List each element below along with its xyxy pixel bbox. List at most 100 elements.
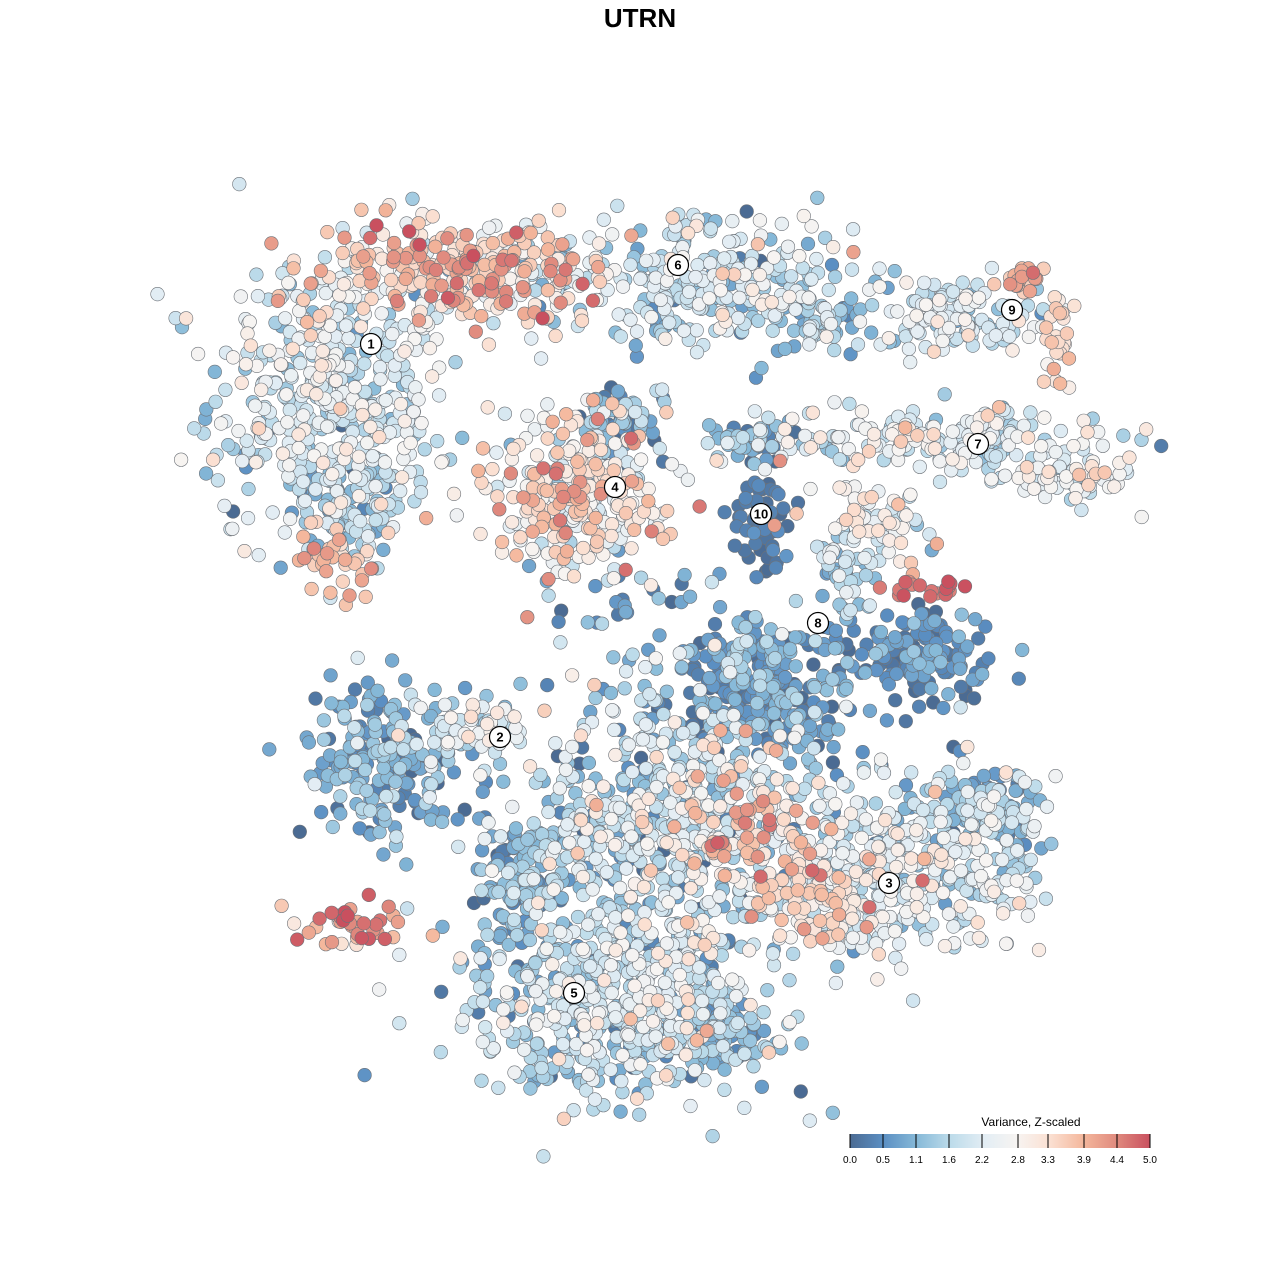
data-point xyxy=(929,536,945,552)
data-point xyxy=(575,869,591,885)
data-point xyxy=(836,776,851,791)
data-point xyxy=(713,1006,728,1021)
data-point xyxy=(638,717,653,732)
data-point xyxy=(559,544,575,559)
data-point xyxy=(475,994,491,1009)
data-point xyxy=(1005,343,1020,358)
data-point xyxy=(430,434,445,449)
data-point xyxy=(835,846,850,861)
data-point xyxy=(624,541,639,556)
data-point xyxy=(553,924,568,940)
data-point xyxy=(323,585,338,600)
data-point xyxy=(536,1149,551,1164)
data-point xyxy=(339,442,354,457)
data-point xyxy=(525,541,540,557)
data-point xyxy=(825,755,841,770)
data-point xyxy=(872,279,887,294)
data-point xyxy=(725,972,740,987)
data-point xyxy=(637,905,652,920)
data-point xyxy=(541,588,556,603)
data-point xyxy=(621,737,637,752)
data-point xyxy=(508,821,524,836)
data-point xyxy=(749,570,764,585)
data-point xyxy=(910,428,925,443)
data-point xyxy=(423,754,439,769)
data-point xyxy=(739,634,754,649)
data-point xyxy=(802,1113,817,1128)
data-point xyxy=(689,345,705,360)
data-point xyxy=(534,923,549,938)
data-point xyxy=(480,927,495,943)
data-point xyxy=(613,1104,628,1119)
data-point xyxy=(226,350,241,365)
data-point xyxy=(986,884,1002,899)
data-point xyxy=(315,344,330,359)
data-point xyxy=(360,435,375,451)
data-point xyxy=(389,829,404,844)
data-point xyxy=(1061,351,1077,366)
data-point xyxy=(484,863,500,878)
data-point xyxy=(1139,422,1154,437)
data-point xyxy=(605,396,620,411)
data-point xyxy=(914,606,929,621)
data-point xyxy=(750,695,765,711)
data-point xyxy=(621,1027,636,1043)
data-point xyxy=(649,749,664,765)
data-point xyxy=(787,730,802,745)
data-point xyxy=(1044,836,1059,852)
data-point xyxy=(565,739,580,755)
data-point xyxy=(766,706,782,721)
data-point xyxy=(971,631,986,646)
data-point xyxy=(570,846,585,861)
data-point xyxy=(695,993,710,1009)
data-point xyxy=(800,236,816,251)
data-point xyxy=(839,585,854,600)
data-point xyxy=(850,337,866,352)
data-point xyxy=(667,715,682,730)
data-point xyxy=(501,865,516,880)
data-point xyxy=(713,799,728,814)
data-point xyxy=(376,847,391,862)
data-point xyxy=(400,901,415,916)
data-point xyxy=(1122,450,1137,465)
data-point xyxy=(591,260,606,275)
data-point xyxy=(361,529,376,544)
data-point xyxy=(262,343,277,358)
data-point xyxy=(615,1048,630,1063)
data-point xyxy=(249,267,264,282)
data-point xyxy=(927,441,943,456)
data-point xyxy=(702,291,717,306)
data-point xyxy=(667,819,682,834)
data-point xyxy=(347,682,363,697)
data-point xyxy=(891,497,906,512)
data-point xyxy=(374,306,389,321)
data-point xyxy=(785,946,801,962)
data-point xyxy=(723,665,738,680)
data-point xyxy=(864,490,879,505)
data-point xyxy=(589,534,605,549)
data-point xyxy=(627,522,642,538)
data-point xyxy=(441,735,456,750)
data-point xyxy=(593,442,609,457)
data-point xyxy=(898,714,913,729)
data-point xyxy=(623,257,638,272)
data-point xyxy=(474,883,489,898)
data-point xyxy=(432,388,447,403)
data-point xyxy=(765,680,780,695)
data-point xyxy=(589,797,604,813)
data-point xyxy=(248,398,263,413)
data-point xyxy=(828,521,843,536)
data-point xyxy=(248,455,263,470)
data-point xyxy=(607,436,623,451)
data-point xyxy=(904,765,919,780)
data-point xyxy=(765,946,781,961)
data-point xyxy=(827,343,842,358)
data-point xyxy=(210,473,225,488)
data-point xyxy=(876,765,892,781)
data-point xyxy=(608,747,623,763)
data-point xyxy=(206,452,221,467)
data-point xyxy=(588,457,603,472)
data-point xyxy=(475,1034,490,1050)
data-point xyxy=(655,735,671,750)
data-point xyxy=(540,431,555,446)
